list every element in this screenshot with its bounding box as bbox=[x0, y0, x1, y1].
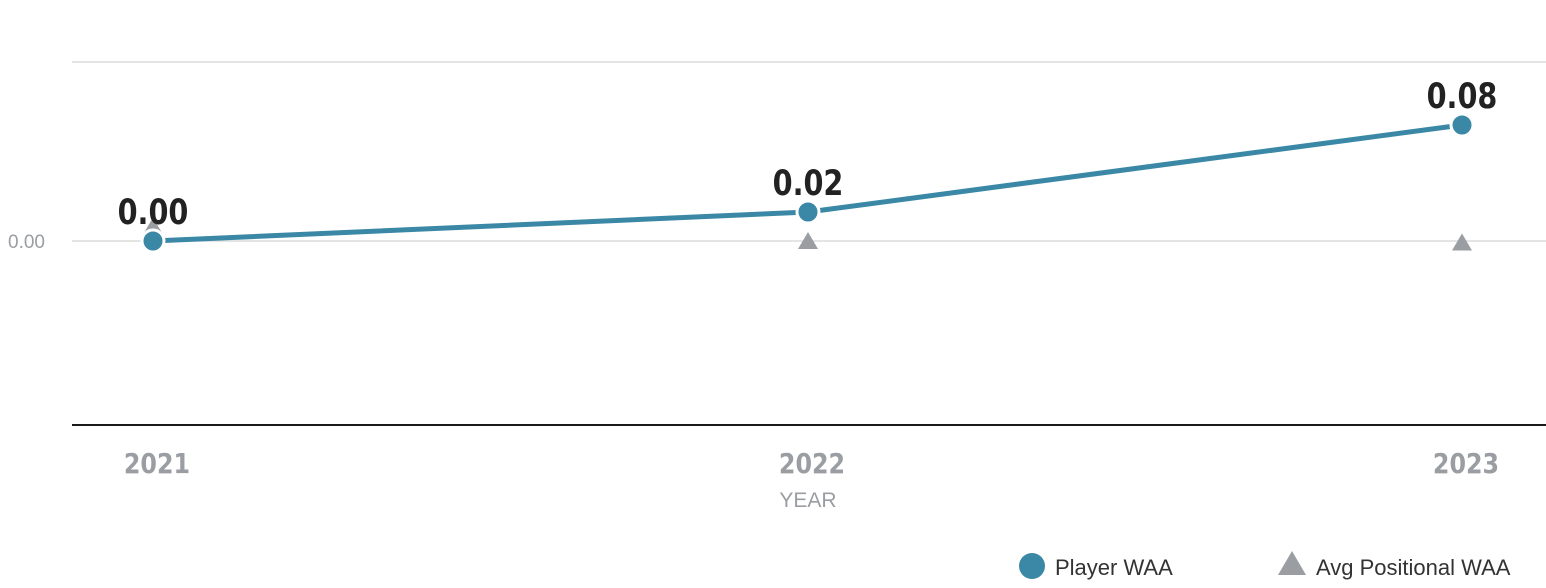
series-layer: 0.00 0.02 0.08 bbox=[118, 75, 1498, 254]
avg-positional-waa-marker bbox=[798, 232, 818, 249]
x-tick-layer: 2021 2022 2023 bbox=[124, 448, 1499, 480]
player-waa-marker[interactable] bbox=[140, 228, 166, 254]
x-tick-label: 2021 bbox=[124, 448, 190, 480]
legend: Player WAA Avg Positional WAA bbox=[1019, 551, 1511, 580]
legend-marker-triangle bbox=[1278, 551, 1306, 575]
x-tick-label: 2022 bbox=[779, 448, 845, 480]
player-waa-marker[interactable] bbox=[795, 199, 821, 225]
legend-marker-circle bbox=[1019, 553, 1045, 579]
x-axis-title: YEAR bbox=[779, 489, 836, 512]
legend-item-avg-positional-waa[interactable]: Avg Positional WAA bbox=[1278, 551, 1511, 580]
player-waa-data-label: 0.00 bbox=[118, 191, 189, 233]
player-waa-marker[interactable] bbox=[1449, 112, 1475, 138]
y-tick-label: 0.00 bbox=[8, 232, 45, 253]
legend-label: Player WAA bbox=[1055, 555, 1173, 580]
player-waa-data-label: 0.08 bbox=[1427, 75, 1498, 117]
avg-positional-waa-marker bbox=[1452, 233, 1472, 251]
legend-item-player-waa[interactable]: Player WAA bbox=[1019, 553, 1173, 580]
legend-label: Avg Positional WAA bbox=[1316, 555, 1511, 580]
x-tick-label: 2023 bbox=[1433, 448, 1499, 480]
player-waa-data-label: 0.02 bbox=[773, 162, 844, 204]
